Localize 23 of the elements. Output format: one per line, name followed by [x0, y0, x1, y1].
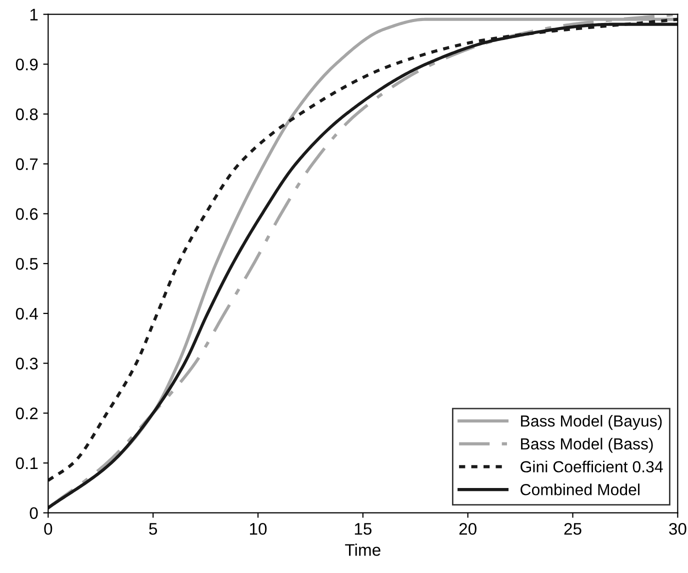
y-tick-label: 0.3: [16, 358, 38, 370]
x-tick-label: 10: [250, 522, 267, 535]
y-tick-label: 0: [30, 507, 38, 520]
x-tick-label: 20: [459, 522, 476, 535]
x-tick-label: 30: [669, 522, 686, 535]
x-axis-title: Time: [345, 544, 380, 556]
x-tick-label: 0: [44, 522, 52, 535]
y-tick-label: 0.6: [16, 208, 38, 220]
legend-label: Combined Model: [520, 484, 640, 496]
y-tick-label: 0.1: [16, 457, 38, 470]
y-tick-label: 0.9: [16, 58, 38, 70]
x-tick-label: 5: [149, 523, 158, 535]
y-tick-label: 0.2: [16, 408, 38, 420]
x-tick-label: 25: [564, 522, 582, 535]
x-tick-label: 15: [354, 523, 372, 535]
y-tick-label: 0.4: [16, 308, 38, 320]
y-tick-label: 0.7: [16, 158, 38, 170]
legend-label: Gini Coefficient 0.34: [520, 460, 663, 472]
legend-label: Bass Model (Bass): [521, 438, 653, 453]
y-tick-label: 0.5: [16, 258, 38, 270]
y-tick-label: 1: [30, 8, 38, 20]
legend-label: Bass Model (Bayus): [521, 414, 662, 430]
y-tick-label: 0.8: [16, 108, 38, 120]
